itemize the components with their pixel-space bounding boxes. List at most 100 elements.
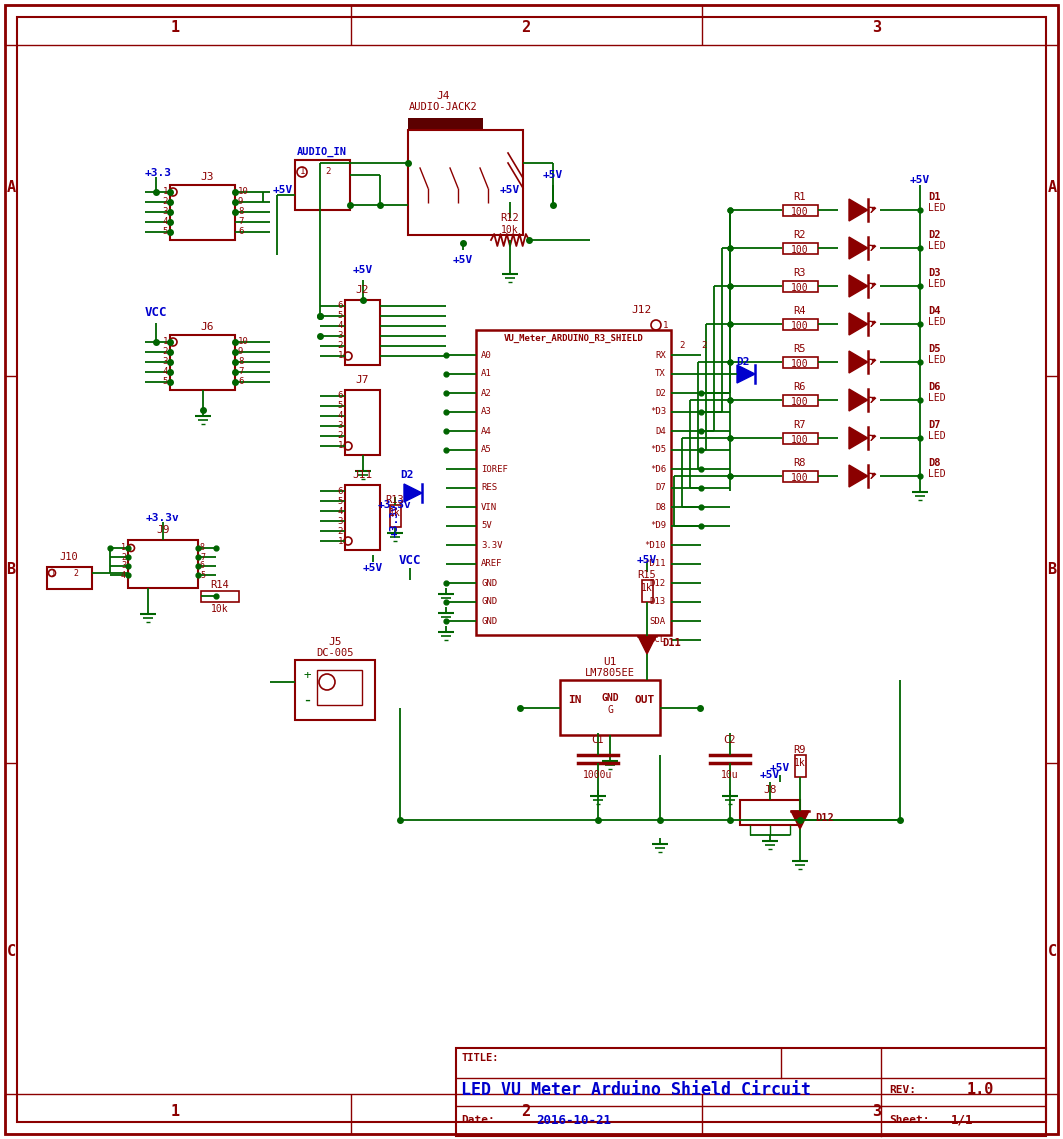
Text: A0: A0 xyxy=(480,351,492,360)
Text: 5: 5 xyxy=(200,571,205,580)
Text: 6: 6 xyxy=(338,302,343,311)
Polygon shape xyxy=(849,313,867,335)
Text: D2: D2 xyxy=(400,470,414,480)
Text: LED: LED xyxy=(928,317,946,327)
Text: J6: J6 xyxy=(201,322,215,331)
Text: 3: 3 xyxy=(873,1105,881,1120)
Text: D2: D2 xyxy=(655,388,667,398)
Text: +: + xyxy=(303,669,310,681)
Bar xyxy=(317,670,362,705)
Text: 5: 5 xyxy=(338,402,343,410)
Text: 2: 2 xyxy=(163,197,168,206)
Text: -: - xyxy=(302,691,313,708)
Text: LED: LED xyxy=(928,203,946,213)
Text: VU_Meter_ARDUINO_R3_SHIELD: VU_Meter_ARDUINO_R3_SHIELD xyxy=(504,334,643,343)
Text: R4: R4 xyxy=(794,306,806,316)
Text: D8: D8 xyxy=(928,458,941,468)
Text: J9: J9 xyxy=(156,525,170,535)
Text: LED VU Meter Arduino Shield Circuit: LED VU Meter Arduino Shield Circuit xyxy=(461,1081,811,1099)
Bar xyxy=(5,5,1058,46)
Text: C: C xyxy=(6,943,16,959)
Bar xyxy=(642,580,653,603)
Text: R6: R6 xyxy=(794,382,806,392)
Text: +5V: +5V xyxy=(637,555,657,565)
Text: 2: 2 xyxy=(679,341,685,350)
Text: 100: 100 xyxy=(791,245,809,255)
Text: *D11: *D11 xyxy=(644,559,667,568)
Bar xyxy=(795,755,806,777)
Text: VIN: VIN xyxy=(480,502,497,511)
Text: *D9: *D9 xyxy=(649,522,667,531)
Bar xyxy=(456,1048,1046,1136)
Text: TITLE:: TITLE: xyxy=(461,1052,499,1063)
Text: D2: D2 xyxy=(736,357,749,367)
Text: D4: D4 xyxy=(655,426,667,435)
Text: SCL: SCL xyxy=(649,636,667,645)
Text: +3.3v: +3.3v xyxy=(378,500,411,510)
Text: *D5: *D5 xyxy=(649,445,667,454)
Text: R12: R12 xyxy=(501,213,520,223)
Text: 6: 6 xyxy=(338,486,343,495)
Text: 8: 8 xyxy=(238,358,243,367)
Polygon shape xyxy=(849,465,867,487)
Text: *D3: *D3 xyxy=(649,408,667,417)
Bar xyxy=(128,540,198,588)
Text: VCC: VCC xyxy=(399,554,421,566)
Text: 5: 5 xyxy=(338,311,343,320)
Text: 2: 2 xyxy=(522,19,530,34)
Bar xyxy=(170,335,235,390)
Text: Date:: Date: xyxy=(461,1115,494,1125)
Bar xyxy=(783,357,819,368)
Text: 9: 9 xyxy=(238,347,243,357)
Text: 2016-10-21: 2016-10-21 xyxy=(536,1114,611,1126)
Text: LED: LED xyxy=(928,355,946,364)
Text: +5V: +5V xyxy=(760,770,780,780)
Text: 4: 4 xyxy=(163,218,168,227)
Text: AUDIO_IN: AUDIO_IN xyxy=(297,147,347,157)
Polygon shape xyxy=(849,427,867,449)
Text: 3: 3 xyxy=(338,421,343,431)
Polygon shape xyxy=(791,811,809,829)
Text: 5: 5 xyxy=(163,228,168,237)
Text: 7: 7 xyxy=(238,368,243,377)
Bar xyxy=(783,395,819,405)
Text: A4: A4 xyxy=(480,426,492,435)
Text: A3: A3 xyxy=(480,408,492,417)
Text: J2: J2 xyxy=(356,285,369,295)
Text: 1/1: 1/1 xyxy=(950,1114,974,1126)
Text: 9: 9 xyxy=(238,197,243,206)
Bar xyxy=(740,800,800,825)
Text: J5: J5 xyxy=(328,637,341,647)
Bar xyxy=(345,300,379,364)
Text: LED: LED xyxy=(928,241,946,251)
Text: RX: RX xyxy=(655,351,667,360)
Text: 2: 2 xyxy=(163,347,168,357)
Text: B: B xyxy=(1047,562,1057,577)
Text: R1: R1 xyxy=(794,192,806,202)
Polygon shape xyxy=(849,237,867,259)
Text: 2: 2 xyxy=(701,341,707,350)
Bar xyxy=(783,205,819,216)
Bar xyxy=(408,118,483,130)
Text: 10k: 10k xyxy=(501,226,519,235)
Text: A: A xyxy=(1047,180,1057,196)
Bar xyxy=(296,159,350,210)
Bar xyxy=(296,659,375,720)
Text: +5V: +5V xyxy=(500,185,520,195)
Text: C: C xyxy=(1047,943,1057,959)
Text: 1: 1 xyxy=(171,1105,180,1120)
Text: 1: 1 xyxy=(338,536,343,546)
Text: 100: 100 xyxy=(791,398,809,407)
Text: *D10: *D10 xyxy=(644,541,667,549)
Text: D7: D7 xyxy=(928,420,941,431)
Bar xyxy=(783,433,819,444)
Text: D4: D4 xyxy=(928,306,941,316)
Text: 1.0: 1.0 xyxy=(966,1082,994,1098)
Text: R15: R15 xyxy=(638,570,656,580)
Bar xyxy=(390,505,401,527)
Text: 8: 8 xyxy=(200,543,205,552)
Text: 1k: 1k xyxy=(794,757,806,768)
Text: D8: D8 xyxy=(655,502,667,511)
Text: D2: D2 xyxy=(928,230,941,240)
Text: 4: 4 xyxy=(163,368,168,377)
